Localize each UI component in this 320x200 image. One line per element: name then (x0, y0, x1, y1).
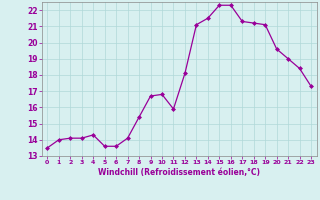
X-axis label: Windchill (Refroidissement éolien,°C): Windchill (Refroidissement éolien,°C) (98, 168, 260, 177)
